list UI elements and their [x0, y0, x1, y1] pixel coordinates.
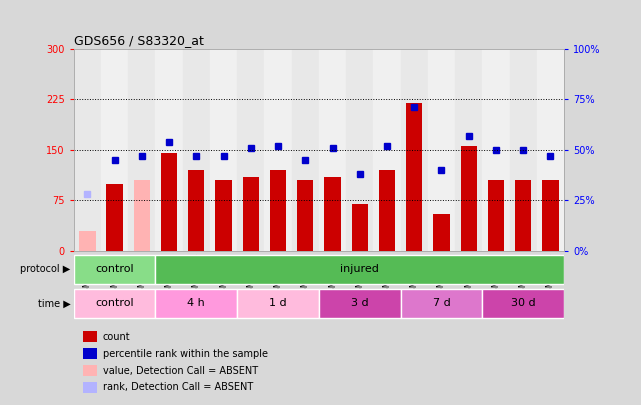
Bar [74, 255, 155, 284]
Bar [351, 204, 368, 251]
Bar [134, 180, 150, 251]
Bar [379, 170, 395, 251]
Bar [297, 180, 313, 251]
Bar [74, 49, 101, 251]
Bar [83, 382, 97, 393]
Text: time ▶: time ▶ [38, 299, 71, 309]
Bar [319, 289, 401, 318]
Bar [510, 49, 537, 251]
Bar [215, 180, 232, 251]
Text: control: control [96, 298, 134, 308]
Bar [401, 49, 428, 251]
Text: 30 d: 30 d [511, 298, 535, 308]
Text: 7 d: 7 d [433, 298, 451, 308]
Text: count: count [103, 332, 130, 342]
Bar [155, 255, 564, 284]
Bar [183, 49, 210, 251]
Bar [237, 49, 265, 251]
Bar [433, 214, 450, 251]
Bar [79, 231, 96, 251]
Bar [155, 289, 237, 318]
Bar [83, 348, 97, 359]
Bar [83, 365, 97, 376]
Bar [406, 102, 422, 251]
Bar [243, 177, 259, 251]
Bar [428, 49, 455, 251]
Bar [460, 147, 477, 251]
Text: GDS656 / S83320_at: GDS656 / S83320_at [74, 34, 204, 47]
Bar [537, 49, 564, 251]
Bar [188, 170, 204, 251]
Text: control: control [96, 264, 134, 274]
Text: injured: injured [340, 264, 379, 274]
Text: rank, Detection Call = ABSENT: rank, Detection Call = ABSENT [103, 382, 253, 392]
Text: 3 d: 3 d [351, 298, 369, 308]
Bar [237, 289, 319, 318]
Bar [455, 49, 483, 251]
Bar [161, 153, 178, 251]
Bar [270, 170, 286, 251]
Bar [106, 183, 123, 251]
Text: percentile rank within the sample: percentile rank within the sample [103, 349, 267, 358]
Bar [155, 49, 183, 251]
Bar [74, 289, 155, 318]
Bar [515, 180, 531, 251]
Bar [542, 180, 559, 251]
Bar [83, 331, 97, 343]
Text: protocol ▶: protocol ▶ [21, 264, 71, 274]
Bar [373, 49, 401, 251]
Bar [488, 180, 504, 251]
Bar [346, 49, 373, 251]
Bar [265, 49, 292, 251]
Bar [128, 49, 155, 251]
Bar [401, 289, 482, 318]
Text: 4 h: 4 h [187, 298, 205, 308]
Bar [483, 289, 564, 318]
Bar [292, 49, 319, 251]
Bar [324, 177, 341, 251]
Bar [483, 49, 510, 251]
Text: 1 d: 1 d [269, 298, 287, 308]
Text: value, Detection Call = ABSENT: value, Detection Call = ABSENT [103, 366, 258, 375]
Bar [101, 49, 128, 251]
Bar [319, 49, 346, 251]
Bar [210, 49, 237, 251]
